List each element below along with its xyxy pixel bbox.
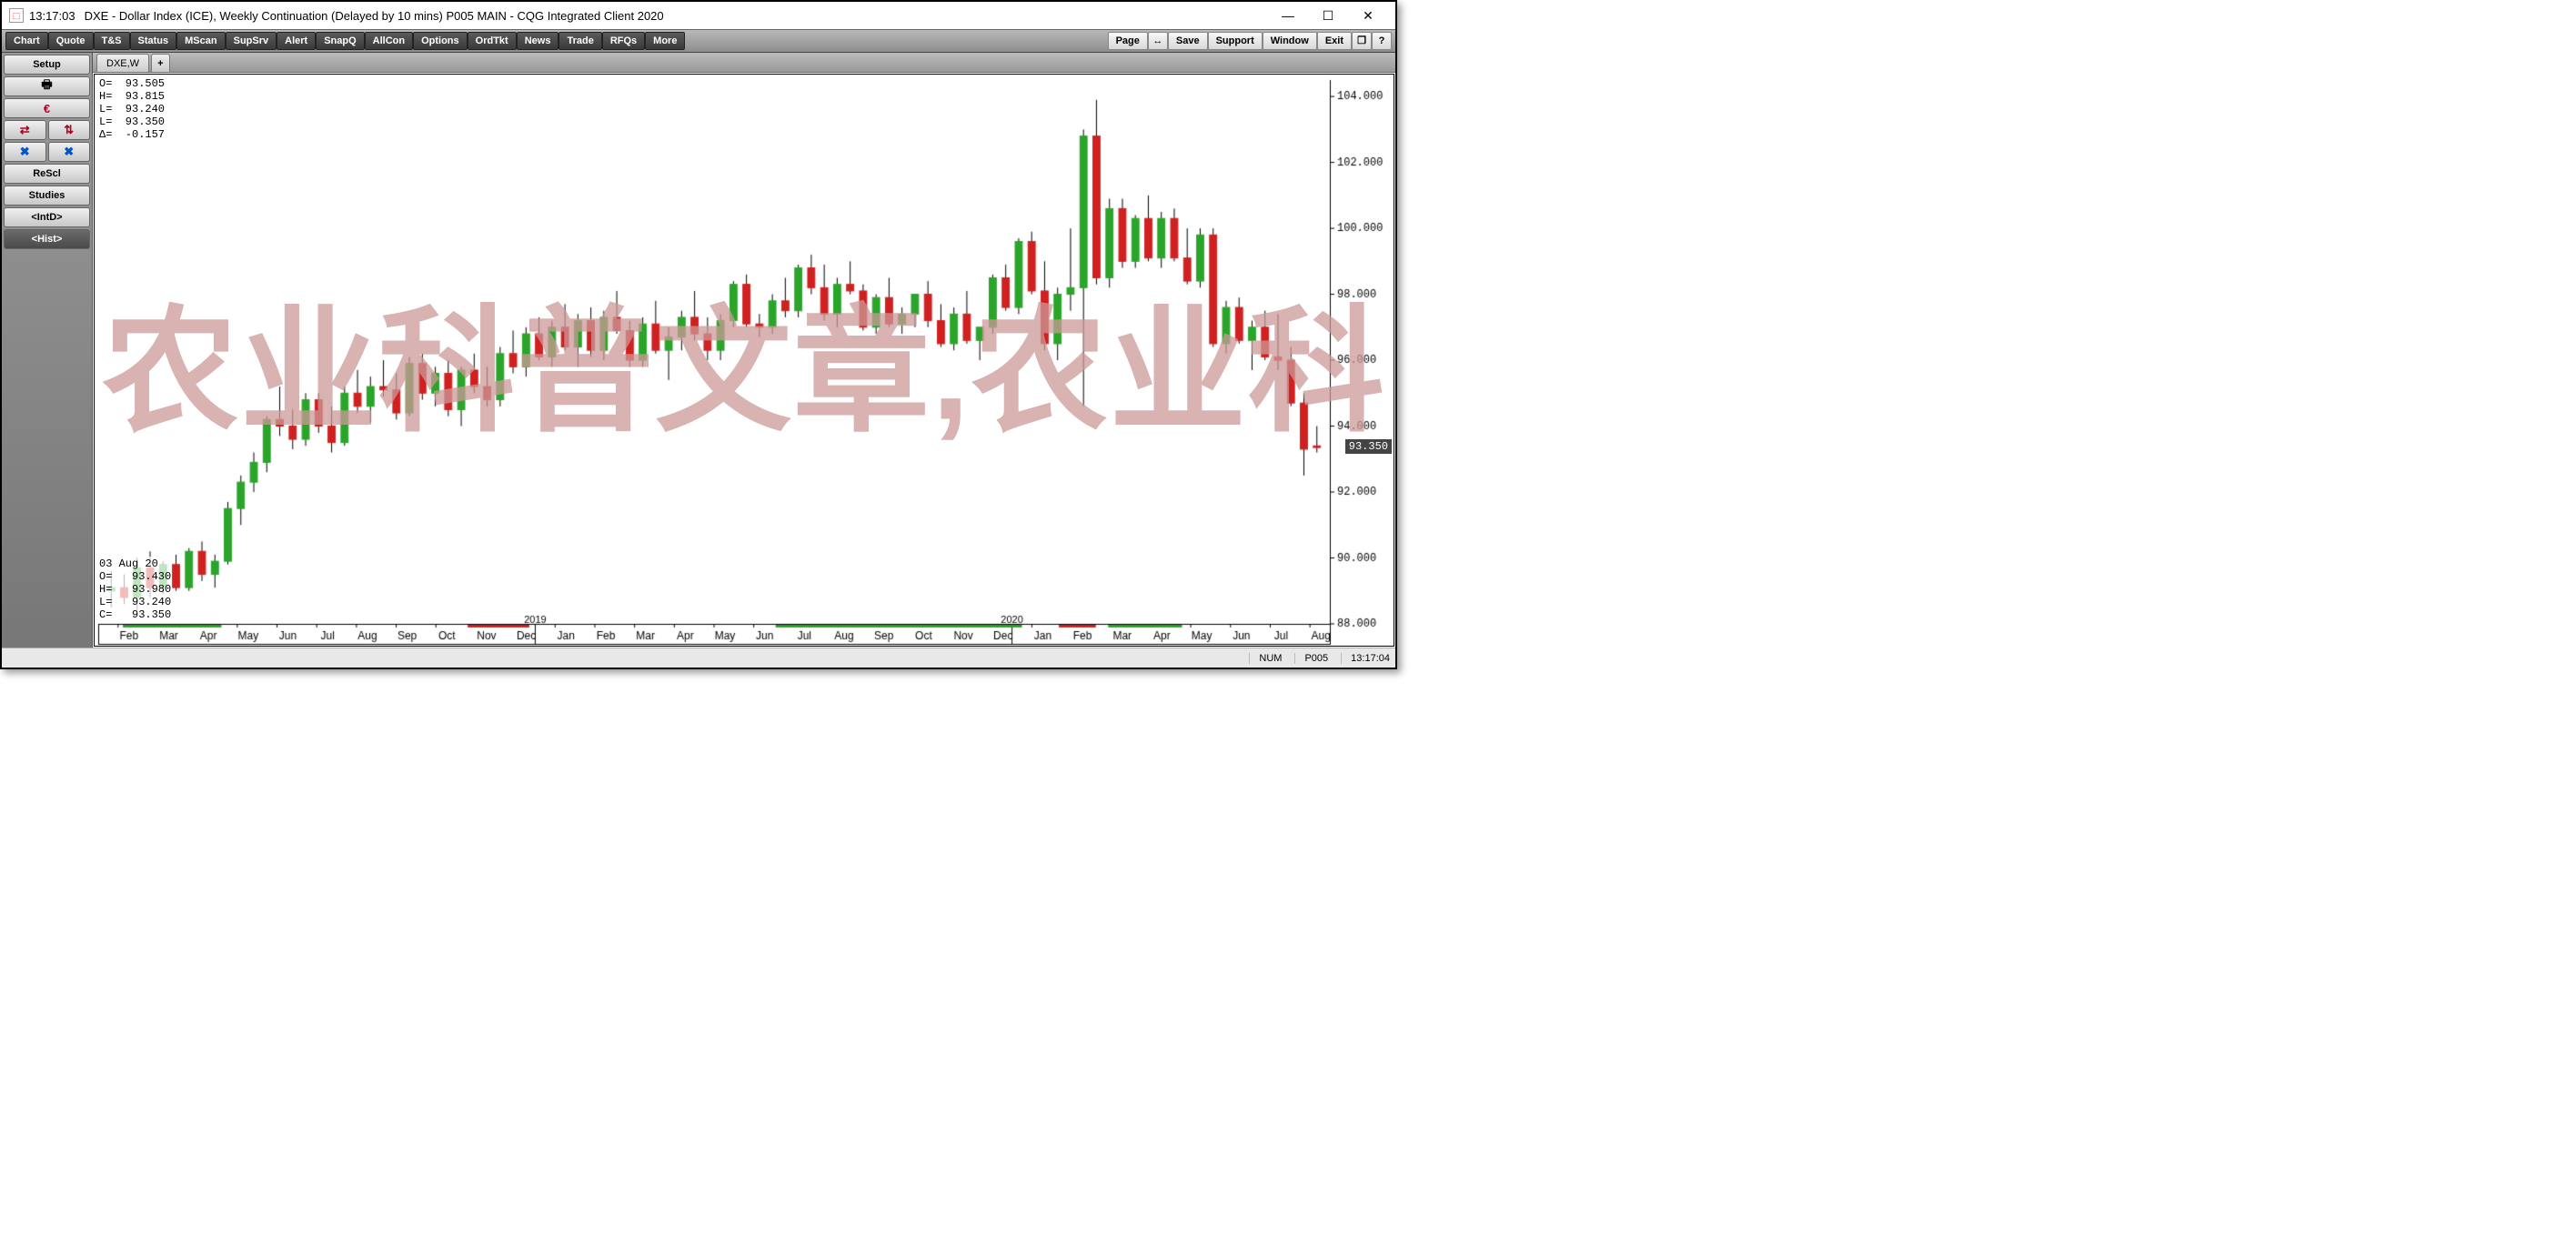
menu-supsrv[interactable]: SupSrv [226,32,277,50]
menu-options[interactable]: Options [413,32,468,50]
menu-ts[interactable]: T&S [94,32,130,50]
close-button[interactable]: ✕ [1348,3,1388,28]
menubar: ChartQuoteT&SStatusMScanSupSrvAlertSnapQ… [2,29,1395,53]
menu-mscan[interactable]: MScan [176,32,225,50]
sidebar: Setup 🖶 € ⇄ ⇅ ✖ ✖ ReScl Studies <IntD> <… [2,53,93,648]
menu-news[interactable]: News [517,32,559,50]
menu-right-1[interactable]: ↔ [1148,32,1168,50]
titlebar: ⬚ 13:17:03 DXE - Dollar Index (ICE), Wee… [2,2,1395,29]
app-icon: ⬚ [9,8,24,23]
tabbar: DXE,W + [93,53,1395,73]
menu-ordtkt[interactable]: OrdTkt [468,32,517,50]
ohlc-top: O= 93.505 H= 93.815 L= 93.240 L= 93.350 … [98,76,166,142]
menu-status[interactable]: Status [130,32,177,50]
rescl-button[interactable]: ReScl [4,164,90,184]
menu-right-5[interactable]: Exit [1317,32,1352,50]
menu-chart[interactable]: Chart [5,32,48,50]
tool1-button[interactable]: ✖ [4,142,46,162]
setup-button[interactable]: Setup [4,55,90,75]
titlebar-title: DXE - Dollar Index (ICE), Weekly Continu… [85,9,664,23]
menu-alert[interactable]: Alert [277,32,316,50]
tab-dxe[interactable]: DXE,W [96,54,149,72]
chart-area[interactable]: O= 93.505 H= 93.815 L= 93.240 L= 93.350 … [94,74,1394,647]
print-button[interactable]: 🖶 [4,76,90,96]
menu-rfqs[interactable]: RFQs [602,32,645,50]
menu-right-6[interactable]: ❐ [1352,32,1372,50]
statusbar: NUM P005 13:17:04 [2,648,1395,668]
status-time: 13:17:04 [1341,653,1390,664]
minimize-button[interactable]: — [1268,3,1308,28]
menu-quote[interactable]: Quote [48,32,94,50]
menu-right-3[interactable]: Support [1208,32,1263,50]
titlebar-time: 13:17:03 [29,9,75,23]
status-num: NUM [1249,653,1282,664]
intd-button[interactable]: <IntD> [4,207,90,227]
menu-more[interactable]: More [645,32,685,50]
euro-button[interactable]: € [4,98,90,118]
current-price-marker: 93.350 [1345,439,1392,454]
status-p: P005 [1294,653,1328,664]
maximize-button[interactable]: ☐ [1308,3,1348,28]
menu-right-0[interactable]: Page [1108,32,1148,50]
menu-trade[interactable]: Trade [558,32,601,50]
tool2-button[interactable]: ✖ [48,142,91,162]
price-chart[interactable] [95,75,1394,646]
menu-right-4[interactable]: Window [1263,32,1317,50]
menu-right-2[interactable]: Save [1168,32,1208,50]
nav-vert-button[interactable]: ⇅ [48,120,91,140]
nav-horiz-button[interactable]: ⇄ [4,120,46,140]
ohlc-bottom: 03 Aug 20 O= 93.430 H= 93.980 L= 93.240 … [98,557,172,622]
menu-right-7[interactable]: ? [1372,32,1392,50]
app-window: ⬚ 13:17:03 DXE - Dollar Index (ICE), Wee… [0,0,1397,669]
tab-add[interactable]: + [151,54,169,72]
studies-button[interactable]: Studies [4,186,90,206]
menu-snapq[interactable]: SnapQ [316,32,364,50]
hist-button[interactable]: <Hist> [4,229,90,249]
menu-allcon[interactable]: AllCon [365,32,413,50]
